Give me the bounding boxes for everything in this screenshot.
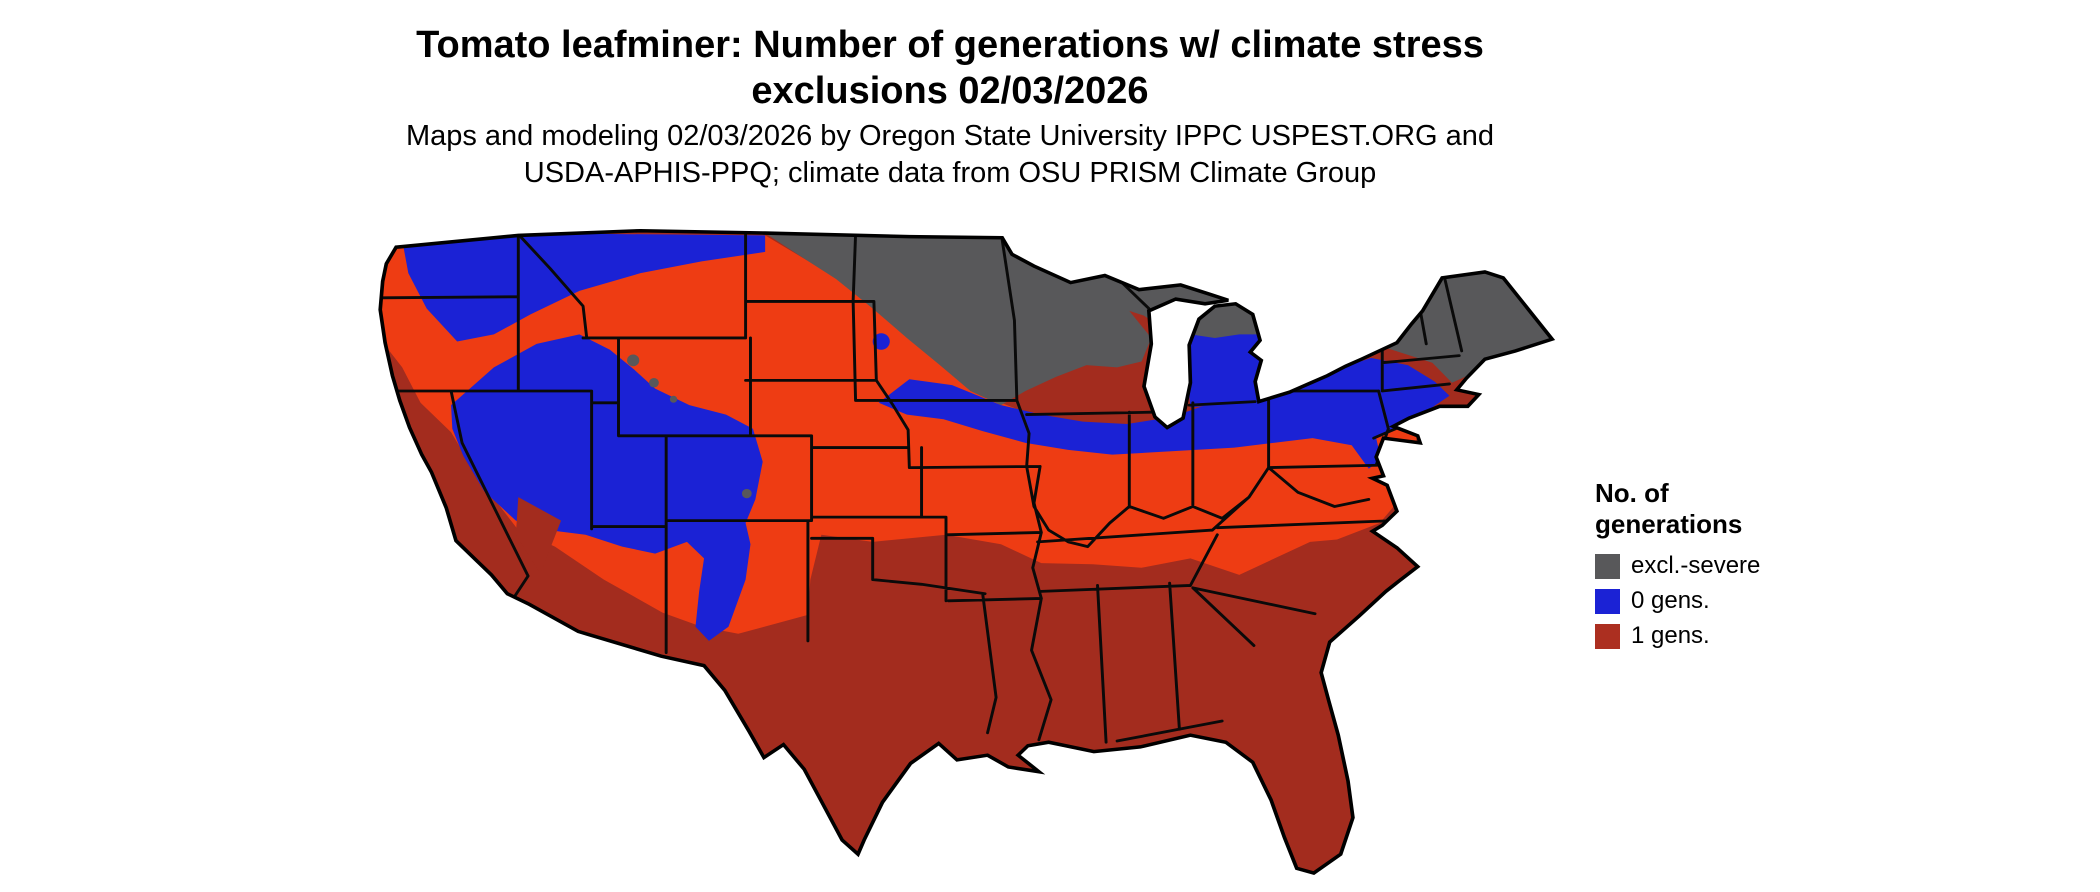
region-excl-severe-speck-4: [741, 488, 752, 499]
region-one-gen-southern-nevada: [515, 497, 562, 574]
page-subtitle-line1: Maps and modeling 02/03/2026 by Oregon S…: [405, 120, 1495, 152]
legend-swatch-zero-gens: [1595, 588, 1620, 614]
legend-title: No. of generations: [1595, 478, 1855, 539]
legend-item-excl-severe: excl.-severe: [1595, 553, 1855, 579]
page-subtitle: Maps and modeling 02/03/2026 by Oregon S…: [0, 118, 1900, 191]
region-zero-gens-great-basin: [451, 334, 763, 641]
page-title-line2: exclusions 02/03/2026: [751, 70, 1149, 113]
legend-title-line2: generations: [1595, 508, 1743, 539]
region-zero-gens-black-hills: [872, 333, 890, 350]
us-outline: [378, 228, 1556, 875]
region-zero-gens-northwest: [402, 233, 766, 342]
legend: No. of generations excl.-severe 0 gens. …: [1595, 478, 1855, 658]
region-excl-severe-upper-midwest: [765, 233, 1261, 406]
region-excl-severe-speck-1: [627, 354, 640, 367]
legend-item-one-gen: 1 gens.: [1595, 623, 1855, 649]
legend-item-zero-gens: 0 gens.: [1595, 588, 1855, 614]
legend-swatch-one-gen: [1595, 623, 1620, 649]
page-subtitle-line2: USDA-APHIS-PPQ; climate data from OSU PR…: [523, 156, 1377, 189]
legend-title-line1: No. of: [1595, 478, 1669, 508]
legend-label-zero-gens: 0 gens.: [1631, 587, 1710, 615]
legend-label-one-gen: 1 gens.: [1631, 622, 1710, 650]
page-title-line1: Tomato leafminer: Number of generations …: [416, 24, 1484, 66]
page-title: Tomato leafminer: Number of generations …: [0, 22, 1900, 115]
us-generations-map: [335, 226, 1557, 886]
region-excl-severe-new-england: [1344, 271, 1553, 383]
us-map-svg: [378, 228, 1556, 875]
region-excl-severe-speck-2: [649, 378, 659, 388]
legend-swatch-excl-severe: [1595, 553, 1620, 579]
legend-label-excl-severe: excl.-severe: [1631, 552, 1761, 580]
region-excl-severe-speck-3: [669, 395, 678, 403]
